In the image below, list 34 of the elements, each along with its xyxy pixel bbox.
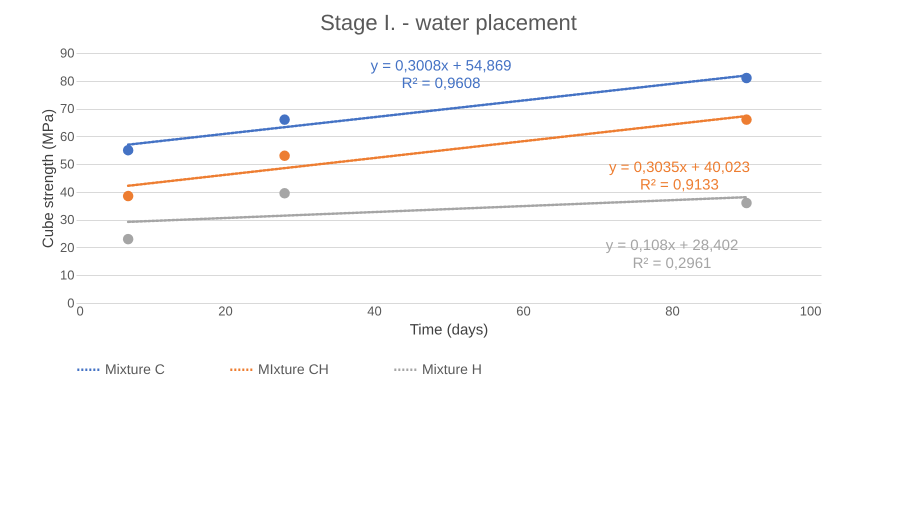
annotation: R² = 0,9133 <box>640 176 719 194</box>
annotation: R² = 0,9608 <box>402 75 480 92</box>
y-tick-label: 80 <box>60 73 74 88</box>
x-tick-label: 0 <box>76 304 84 318</box>
point <box>122 190 134 202</box>
y-axis-title: Cube strength (MPa) <box>40 108 58 248</box>
y-tick-label: 30 <box>60 212 74 228</box>
x-tick-label: 40 <box>367 304 382 318</box>
y-tick-label: 50 <box>60 156 74 172</box>
y-tick-label: 20 <box>60 240 74 255</box>
x-axis-title: Time (days) <box>410 322 488 338</box>
legend-label: Mixture H <box>422 360 482 377</box>
legend-label: Mixture C <box>105 360 165 377</box>
y-tick-label: 90 <box>60 46 74 60</box>
y-tick-label: 40 <box>60 184 74 200</box>
point <box>741 198 752 208</box>
y-tick-label: 70 <box>60 101 74 116</box>
point <box>279 114 290 125</box>
y-tick-label: 60 <box>60 128 74 144</box>
x-tick-label: 20 <box>218 304 233 318</box>
point <box>122 234 134 244</box>
y-tick-label: 10 <box>60 268 74 283</box>
annotation: y = 0,3035x + 40,023 <box>608 158 750 176</box>
legend-label: MIxture CH <box>258 360 329 377</box>
point <box>279 150 290 162</box>
x-tick-label: 80 <box>665 304 680 318</box>
x-tick-label: 100 <box>800 304 822 318</box>
x-tick-label: 60 <box>516 304 531 318</box>
point <box>279 188 290 199</box>
chart-title: Stage I. - water placement <box>320 10 577 35</box>
annotation: y = 0,3008x + 54,869 <box>370 58 512 74</box>
point <box>122 144 134 156</box>
annotation: R² = 0,2961 <box>632 255 712 272</box>
annotation: y = 0,108x + 28,402 <box>606 236 738 254</box>
